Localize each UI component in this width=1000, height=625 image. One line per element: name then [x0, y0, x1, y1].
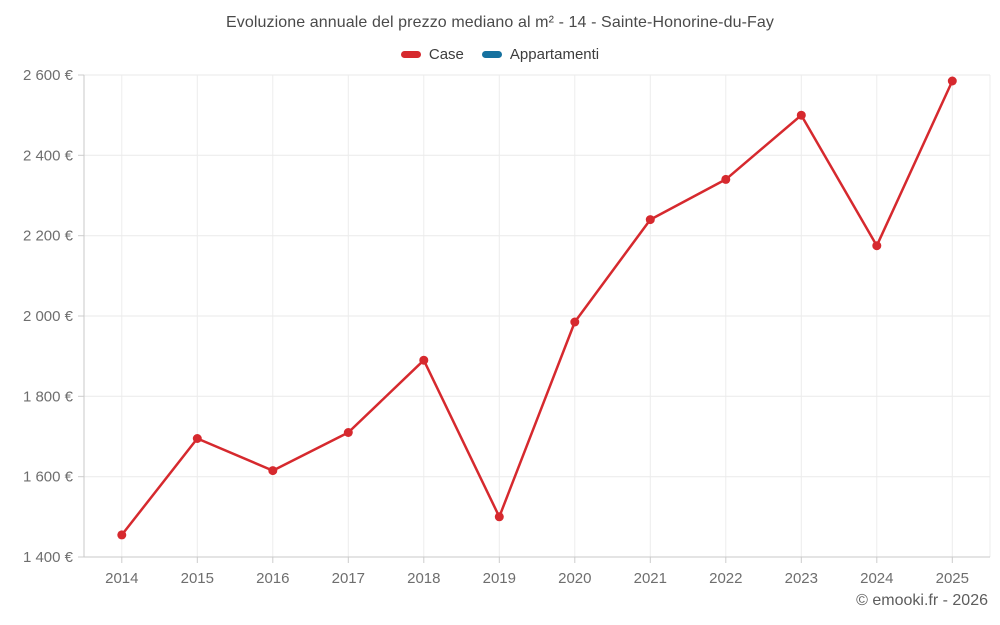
x-axis-label: 2022 [709, 570, 742, 587]
data-point-case-2025[interactable] [947, 76, 957, 86]
data-point-case-2015[interactable] [192, 434, 202, 443]
y-axis-label: 2 400 € [23, 147, 74, 164]
y-axis-label: 1 800 € [23, 388, 74, 405]
data-point-case-2020[interactable] [570, 317, 580, 327]
y-axis-label: 2 200 € [23, 228, 74, 245]
x-axis-label: 2018 [407, 570, 440, 587]
data-point-case-2021[interactable] [645, 215, 655, 225]
series-line-case [120, 79, 954, 537]
legend-label-appartamenti: Appartamenti [509, 46, 600, 63]
legend-item-appartamenti[interactable]: Appartamenti [481, 46, 600, 63]
x-axis-label: 2025 [936, 570, 969, 587]
data-point-case-2018[interactable] [419, 355, 429, 365]
legend: Case Appartamenti [0, 46, 1000, 63]
data-point-case-2024[interactable] [872, 241, 882, 251]
legend-swatch-appartamenti-icon [481, 51, 502, 58]
data-point-case-2016[interactable] [268, 466, 278, 476]
data-point-case-2017[interactable] [343, 428, 353, 437]
x-axis-label: 2014 [105, 570, 138, 587]
x-axis-label: 2020 [558, 570, 591, 587]
watermark: © emooki.fr - 2026 [856, 592, 988, 609]
data-point-case-2022[interactable] [721, 174, 731, 184]
data-point-case-2014[interactable] [117, 530, 127, 540]
x-axis-label: 2017 [332, 570, 365, 587]
x-axis-label: 2019 [483, 570, 516, 587]
legend-label-case: Case [428, 46, 464, 63]
x-axis-label: 2015 [181, 570, 214, 587]
y-axis-label: 2 000 € [23, 308, 74, 325]
y-axis-label: 2 600 € [23, 67, 74, 84]
x-axis-label: 2023 [785, 570, 818, 587]
chart-title: Evoluzione annuale del prezzo mediano al… [225, 14, 775, 31]
x-axis-label: 2024 [860, 570, 893, 587]
data-point-case-2023[interactable] [796, 110, 806, 120]
y-axis-label: 1 600 € [23, 469, 74, 486]
y-axis-label: 1 400 € [23, 549, 74, 566]
x-axis-label: 2021 [634, 570, 667, 587]
x-axis-label: 2016 [256, 570, 289, 587]
legend-item-case[interactable]: Case [400, 46, 464, 63]
data-point-case-2019[interactable] [494, 512, 504, 522]
legend-swatch-case-icon [400, 51, 421, 58]
